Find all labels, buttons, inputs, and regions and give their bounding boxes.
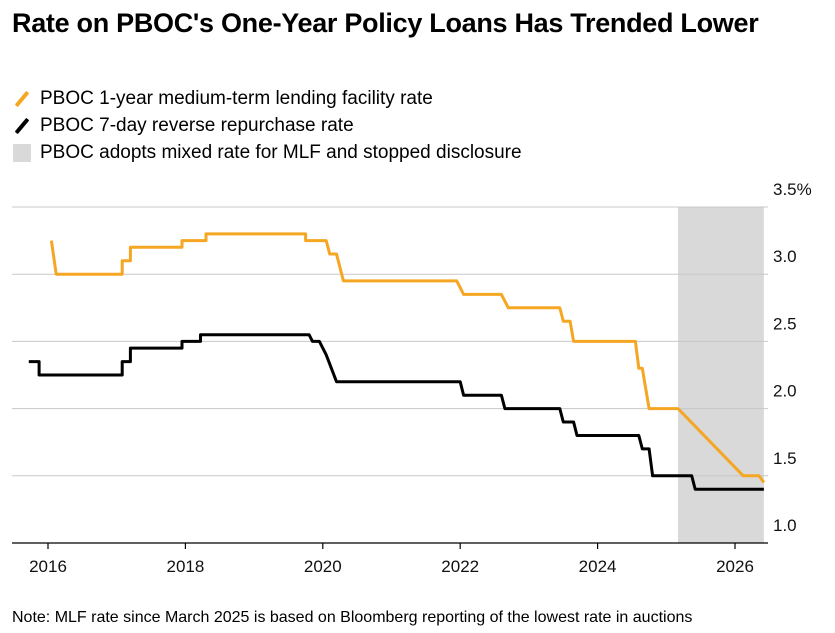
legend-item-mlf: PBOC 1-year medium-term lending facility… (12, 85, 522, 112)
footnote: Note: MLF rate since March 2025 is based… (12, 609, 693, 626)
line-chart: 1.0 1.5 2.0 2.5 3.0 3.5% 2016 2018 2020 2022 2024 2… (12, 180, 812, 576)
x-tick-label: 2016 (29, 557, 67, 576)
legend-label-shaded-period: PBOC adopts mixed rate for MLF and stopp… (40, 141, 522, 163)
legend: PBOC 1-year medium-term lending facility… (12, 85, 522, 166)
x-tick-label: 2024 (579, 557, 617, 576)
legend-label-reverse-repo: PBOC 7-day reverse repurchase rate (40, 114, 354, 136)
x-tick-label: 2018 (166, 557, 204, 576)
y-tick-label: 2.0 (773, 382, 797, 401)
legend-label-mlf: PBOC 1-year medium-term lending facility… (40, 87, 433, 109)
y-tick-label: 2.5 (773, 314, 797, 333)
chart-title: Rate on PBOC's One-Year Policy Loans Has… (12, 8, 759, 38)
y-tick-label: 3.0 (773, 247, 797, 266)
y-tick-label: 1.0 (773, 516, 797, 535)
y-tick-label: 3.5% (773, 180, 812, 199)
legend-item-reverse-repo: PBOC 7-day reverse repurchase rate (12, 112, 522, 139)
x-tick-label: 2026 (716, 557, 754, 576)
y-tick-label: 1.5 (773, 449, 797, 468)
x-tick-label: 2020 (304, 557, 342, 576)
series-line-reverse-repo (28, 333, 764, 491)
legend-item-shaded-period: PBOC adopts mixed rate for MLF and stopp… (12, 139, 522, 166)
shaded-region (677, 207, 764, 543)
x-tick-label: 2022 (441, 557, 479, 576)
legend-swatch-shaded-period (12, 143, 32, 163)
series-line-mlf (49, 232, 766, 484)
